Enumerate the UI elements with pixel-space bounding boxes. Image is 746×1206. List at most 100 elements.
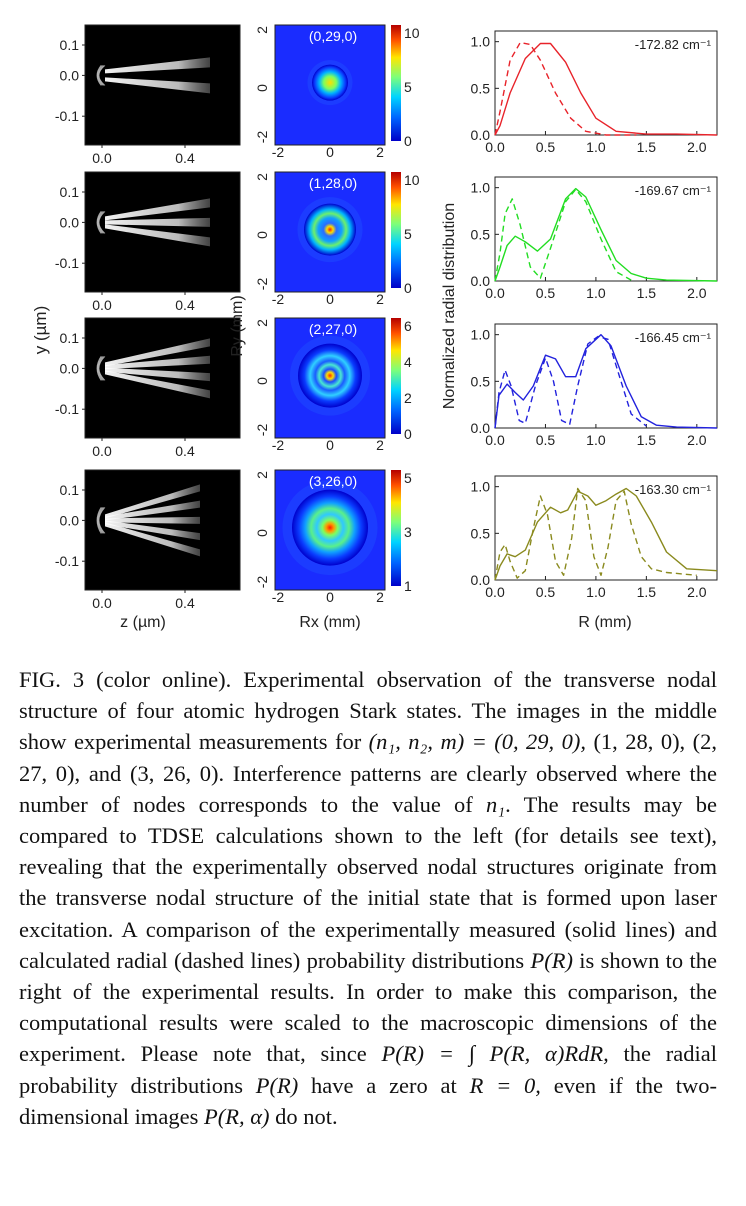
rx-tick: -2 bbox=[272, 291, 285, 307]
radial-distribution-column: 1.00.50.00.0 0.5 1.0 1.5 2.0-172.82 cm⁻¹1.00… bbox=[471, 30, 718, 600]
state-label: (1,28,0) bbox=[309, 175, 357, 191]
colorbar-tick: 5 bbox=[404, 470, 412, 486]
caption-text-1: (color online). Experimental observation… bbox=[19, 667, 717, 755]
colorbar bbox=[391, 25, 401, 141]
colorbar-tick: 4 bbox=[404, 354, 412, 370]
tdse-y-tick: 0.0 bbox=[60, 67, 80, 83]
ry-tick: 0 bbox=[254, 529, 270, 537]
experiment-spot bbox=[298, 343, 362, 408]
tdse-source-arc bbox=[98, 211, 106, 234]
colorbar-tick: 2 bbox=[404, 390, 412, 406]
tdse-source-arc bbox=[98, 211, 105, 234]
tdse-source-arc bbox=[98, 65, 106, 86]
ry-tick: 2 bbox=[254, 173, 270, 181]
radial-x-tick: 1.5 bbox=[637, 139, 657, 155]
tdse-source-arc bbox=[98, 356, 105, 381]
colorbar bbox=[391, 318, 401, 434]
radial-chart-1: 1.0 0.5 0.00.0 0.5 1.0 1.5 2.0 -169.67 cm⁻¹ bbox=[471, 176, 718, 301]
tdse-source-arc bbox=[96, 507, 102, 534]
tdse-beam bbox=[105, 367, 210, 382]
experiment-panel-3: (3,26,0) 2 0 -2-2 0 2 5 3 1 bbox=[254, 469, 412, 605]
tdse-panel-0: 0.1 0.0 -0.1 0.0 0.4 bbox=[55, 24, 241, 166]
radial-x-tick: 1.0 bbox=[586, 139, 606, 155]
tdse-panel-frame bbox=[84, 24, 241, 146]
tdse-source-arc bbox=[96, 211, 102, 234]
radial-y-tick: 1.0 bbox=[471, 327, 491, 343]
caption-math-r-zero: R = 0, bbox=[469, 1072, 541, 1098]
radial-x-tick: 2.0 bbox=[687, 584, 707, 600]
tdse-panel-frame bbox=[84, 171, 241, 293]
mid-xlabel: Rx (mm) bbox=[299, 614, 360, 631]
experiment-spot bbox=[292, 489, 368, 566]
tdse-beam bbox=[105, 77, 210, 94]
tdse-beam bbox=[105, 516, 200, 524]
tdse-beam bbox=[105, 198, 210, 221]
tdse-x-tick: 0.0 bbox=[92, 595, 112, 611]
colorbar-tick: 5 bbox=[404, 226, 412, 242]
radial-x-tick: 0.5 bbox=[536, 285, 556, 301]
radial-y-tick: 0.5 bbox=[471, 226, 491, 242]
caption-text-2: (1, 28, 0), (2, 27, 0), and (3, 26, 0). … bbox=[19, 729, 717, 817]
experiment-panel-frame bbox=[274, 171, 386, 293]
radial-y-tick: 1.0 bbox=[471, 34, 491, 50]
experiment-panel-1: (1,28,0) 2 0 -2-2 0 2 10 5 0 bbox=[254, 171, 420, 307]
rx-tick: -2 bbox=[272, 589, 285, 605]
measured-distribution-line bbox=[494, 487, 718, 581]
radial-chart-2: 1.0 0.5 0.00.0 0.5 1.0 1.5 2.0 -166.45 cm⁻¹ bbox=[471, 323, 718, 448]
radial-x-tick: 2.0 bbox=[687, 139, 707, 155]
tdse-x-tick: 0.0 bbox=[92, 297, 112, 313]
rx-tick: 2 bbox=[376, 291, 384, 307]
rx-tick: 0 bbox=[326, 144, 334, 160]
left-xlabel: z (µm) bbox=[120, 614, 166, 631]
experiment-spot bbox=[304, 203, 356, 256]
calculated-distribution-line bbox=[494, 41, 637, 136]
energy-label: -166.45 cm⁻¹ bbox=[635, 330, 712, 345]
caption-text-6: have a zero at bbox=[298, 1072, 470, 1098]
energy-label: -169.67 cm⁻¹ bbox=[635, 183, 712, 198]
rx-tick: -2 bbox=[272, 144, 285, 160]
radial-y-tick: 0.0 bbox=[471, 420, 491, 436]
tdse-panel-1: 0.1 0.0 -0.1 0.0 0.4 bbox=[55, 171, 241, 313]
tdse-x-tick: 0.0 bbox=[92, 150, 112, 166]
tdse-beam bbox=[105, 484, 200, 519]
radial-x-tick: 2.0 bbox=[687, 432, 707, 448]
tdse-source-arc bbox=[97, 65, 103, 86]
tdse-source-arc bbox=[98, 65, 105, 86]
tdse-x-tick: 0.4 bbox=[175, 297, 195, 313]
caption-fig-label: FIG. 3 bbox=[19, 667, 85, 692]
tdse-y-tick: 0.1 bbox=[60, 482, 80, 498]
experiment-panel-2: (2,27,0) 2 0 -2-2 0 2 6 4 2 0 bbox=[254, 317, 412, 453]
tdse-x-tick: 0.4 bbox=[175, 150, 195, 166]
tdse-source-arc bbox=[97, 507, 104, 534]
rx-tick: 0 bbox=[326, 589, 334, 605]
radial-x-tick: 0.5 bbox=[536, 432, 556, 448]
tdse-source-arc bbox=[97, 65, 104, 86]
radial-x-tick: 1.0 bbox=[586, 285, 606, 301]
caption-math-quantum-numbers: (n₁, n₂, m) = (0, 29, 0), bbox=[368, 729, 586, 755]
tdse-calculation-column: 0.1 0.0 -0.1 0.0 0.4 0.1 0.0 -0.1 0.0 0.4 0.1 0.0 -0… bbox=[55, 24, 241, 611]
colorbar bbox=[391, 470, 401, 586]
tdse-source-arc bbox=[98, 507, 105, 534]
radial-x-tick: 1.5 bbox=[637, 584, 657, 600]
energy-label: -163.30 cm⁻¹ bbox=[635, 482, 712, 497]
calculated-distribution-line bbox=[494, 188, 632, 282]
radial-y-tick: 0.0 bbox=[471, 127, 491, 143]
state-label: (3,26,0) bbox=[309, 473, 357, 489]
tdse-beam bbox=[105, 355, 210, 370]
radial-chart-frame bbox=[494, 475, 718, 581]
tdse-source-arc bbox=[97, 356, 103, 381]
tdse-source-arc bbox=[97, 356, 104, 381]
state-label: (2,27,0) bbox=[309, 321, 357, 337]
tdse-beam bbox=[105, 370, 210, 399]
tdse-y-tick: -0.1 bbox=[55, 553, 79, 569]
ry-tick: 0 bbox=[254, 377, 270, 385]
ry-tick: 0 bbox=[254, 84, 270, 92]
radial-x-tick: 0.5 bbox=[536, 584, 556, 600]
ry-tick: 2 bbox=[254, 471, 270, 479]
rx-tick: 2 bbox=[376, 144, 384, 160]
mid-ylabel: Ry (mm) bbox=[229, 295, 246, 356]
measured-distribution-line bbox=[494, 187, 718, 282]
experiment-spot bbox=[312, 64, 348, 101]
rx-tick: 2 bbox=[376, 437, 384, 453]
caption-text-3: . The results may be compared to TDSE ca… bbox=[19, 791, 717, 973]
